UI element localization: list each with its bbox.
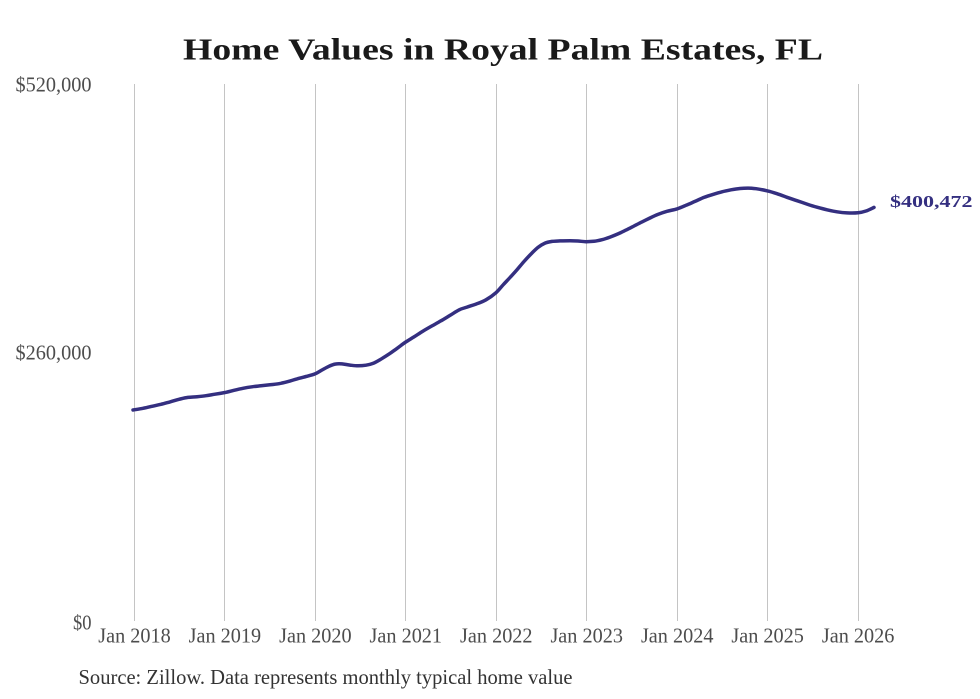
svg-text:Jan 2022: Jan 2022: [460, 624, 533, 648]
svg-text:Jan 2021: Jan 2021: [370, 624, 443, 648]
svg-text:Jan 2023: Jan 2023: [550, 624, 623, 648]
svg-text:$400,472: $400,472: [890, 192, 973, 211]
svg-text:$0: $0: [73, 611, 92, 635]
svg-text:Jan 2024: Jan 2024: [641, 624, 714, 648]
svg-text:Jan 2020: Jan 2020: [279, 624, 352, 648]
svg-text:$260,000: $260,000: [16, 341, 92, 365]
svg-text:$520,000: $520,000: [16, 73, 92, 97]
svg-text:Source: Zillow. Data represent: Source: Zillow. Data represents monthly …: [79, 665, 573, 689]
svg-text:Jan 2019: Jan 2019: [189, 624, 262, 648]
svg-text:Jan 2025: Jan 2025: [731, 624, 804, 648]
svg-text:Home Values in Royal Palm Esta: Home Values in Royal Palm Estates, FL: [183, 32, 823, 67]
svg-text:Jan 2026: Jan 2026: [822, 624, 895, 648]
svg-text:Jan 2018: Jan 2018: [98, 624, 171, 648]
